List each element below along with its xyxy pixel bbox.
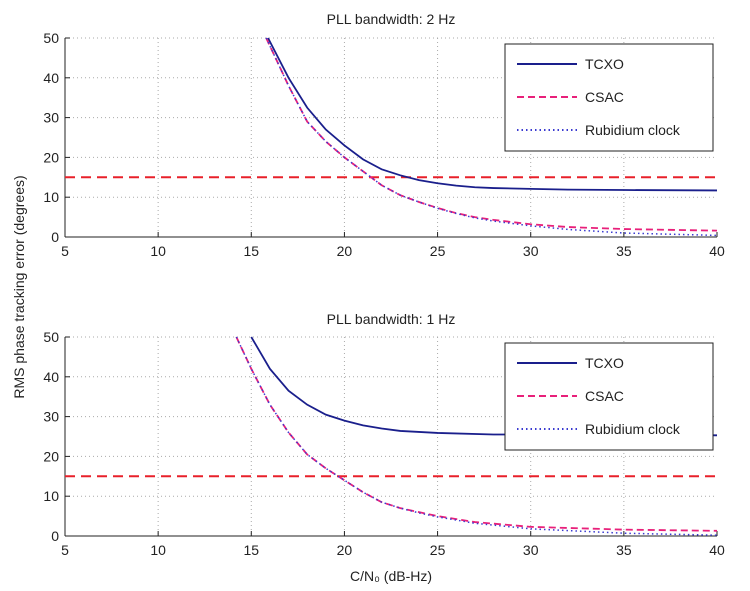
x-axis-label: C/N₀ (dB-Hz)	[350, 568, 432, 584]
legend-label: CSAC	[585, 89, 624, 105]
x-tick-label: 5	[61, 542, 69, 558]
legend-label: Rubidium clock	[585, 122, 681, 138]
series-line-tcxo	[267, 37, 718, 192]
panel-2: PLL bandwidth: 1 Hz 5 10 15 20 25 30 35 40 0 10 20 3…	[43, 311, 725, 558]
y-tick-label: 0	[51, 528, 59, 544]
chart-title: PLL bandwidth: 2 Hz	[327, 11, 456, 27]
y-axis-label: RMS phase tracking error (degrees)	[11, 175, 27, 398]
x-tick-label: 5	[61, 243, 69, 259]
x-tick-label: 10	[150, 243, 166, 259]
x-tick-label: 15	[243, 243, 259, 259]
y-tick-label: 30	[43, 409, 59, 425]
y-tick-label: 50	[43, 30, 59, 46]
legend-label: Rubidium clock	[585, 421, 681, 437]
legend-label: CSAC	[585, 388, 624, 404]
x-tick-label: 30	[523, 542, 539, 558]
series-line-csac	[265, 37, 718, 232]
x-tick-label: 10	[150, 542, 166, 558]
x-tick-label: 30	[523, 243, 539, 259]
x-tick-label: 20	[337, 243, 353, 259]
x-tick-label: 25	[430, 542, 446, 558]
x-tick-label: 15	[243, 542, 259, 558]
legend: TCXO CSAC Rubidium clock	[504, 43, 714, 152]
x-tick-label: 20	[337, 542, 353, 558]
panel-1: PLL bandwidth: 2 Hz 5 10 15 20 25 30 35 40 0 10 20 3…	[43, 11, 725, 259]
series-line-csac	[235, 336, 718, 532]
legend: TCXO CSAC Rubidium clock	[504, 342, 714, 451]
x-tick-label: 40	[709, 542, 725, 558]
y-tick-label: 40	[43, 70, 59, 86]
y-tick-label: 10	[43, 488, 59, 504]
chart-title: PLL bandwidth: 1 Hz	[327, 311, 456, 327]
y-tick-label: 40	[43, 369, 59, 385]
x-tick-label: 35	[616, 243, 632, 259]
x-tick-label: 35	[616, 542, 632, 558]
legend-label: TCXO	[585, 355, 624, 371]
legend-label: TCXO	[585, 56, 624, 72]
x-tick-label: 25	[430, 243, 446, 259]
y-tick-label: 10	[43, 189, 59, 205]
y-tick-label: 0	[51, 229, 59, 245]
y-tick-label: 20	[43, 149, 59, 165]
y-tick-label: 50	[43, 329, 59, 345]
x-tick-label: 40	[709, 243, 725, 259]
y-tick-label: 20	[43, 448, 59, 464]
y-tick-label: 30	[43, 110, 59, 126]
